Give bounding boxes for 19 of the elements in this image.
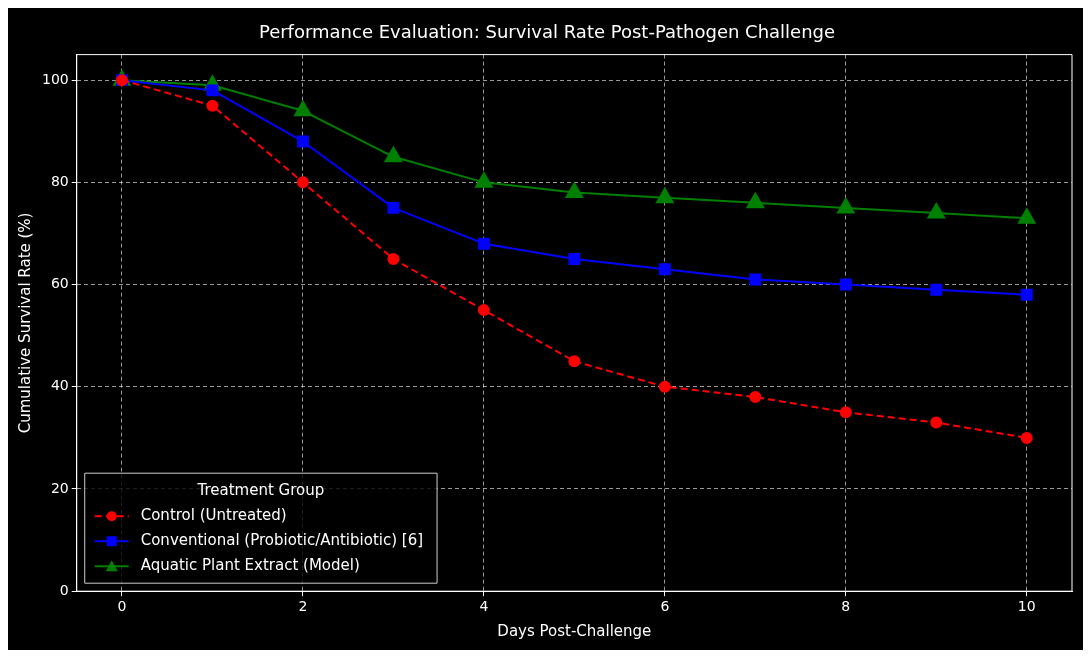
y-tick-label: 20 [50, 479, 69, 496]
legend-label: Aquatic Plant Extract (Model) [140, 556, 360, 575]
y-tick-label: 60 [50, 275, 69, 292]
x-tick-label: 6 [660, 598, 670, 615]
x-axis-title: Days Post-Challenge [497, 621, 652, 640]
legend-label: Conventional (Probiotic/Antibiotic) [6] [140, 531, 424, 550]
legend-title: Treatment Group [196, 481, 325, 500]
chart-title: Performance Evaluation: Survival Rate Post-Pathogen Challenge [258, 21, 836, 43]
y-tick-label: 80 [50, 173, 69, 189]
x-tick-label: 8 [841, 598, 851, 615]
y-tick-label: 40 [50, 377, 69, 394]
x-tick-label: 2 [298, 598, 308, 615]
x-tick-label: 4 [479, 598, 489, 615]
y-tick-label: 100 [41, 70, 69, 87]
y-axis-title: Cumulative Survival Rate (%) [15, 212, 34, 434]
x-tick-label: 10 [1017, 598, 1036, 615]
legend-label: Control (Untreated) [140, 506, 287, 525]
y-tick-label: 0 [59, 581, 69, 598]
x-tick-label: 0 [117, 598, 127, 615]
